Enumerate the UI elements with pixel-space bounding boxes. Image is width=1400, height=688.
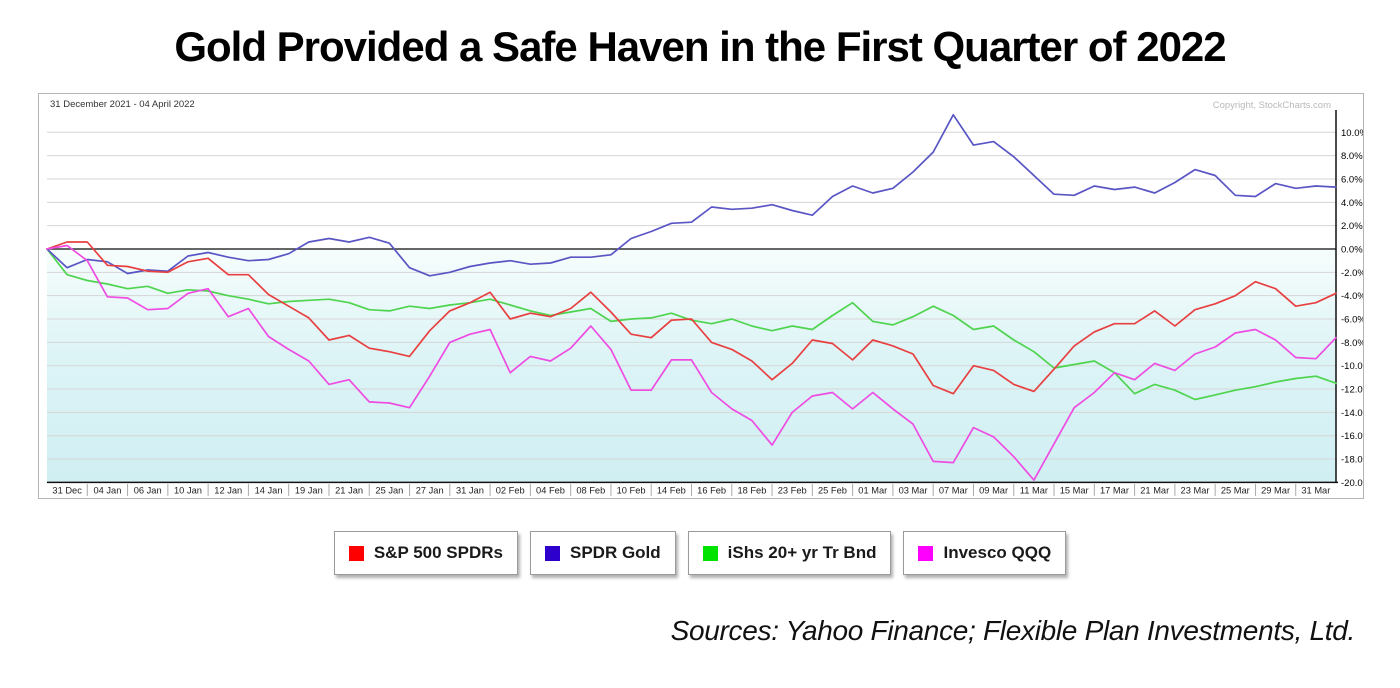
y-tick-label: -12.0% xyxy=(1341,385,1363,396)
x-tick-label: 10 Feb xyxy=(617,485,646,495)
x-tick-label: 25 Mar xyxy=(1221,485,1250,495)
page-title: Gold Provided a Safe Haven in the First … xyxy=(174,23,1226,70)
legend-label: S&P 500 SPDRs xyxy=(373,543,503,562)
x-tick-label: 04 Feb xyxy=(536,485,565,495)
x-tick-label: 07 Mar xyxy=(939,485,968,495)
x-tick-label: 02 Feb xyxy=(496,485,525,495)
legend-label: Invesco QQQ xyxy=(943,543,1052,562)
x-tick-label: 18 Feb xyxy=(737,485,766,495)
x-tick-label: 14 Jan xyxy=(255,485,283,495)
chart-date-range: 31 December 2021 - 04 April 2022 xyxy=(50,99,195,110)
x-tick-label: 15 Mar xyxy=(1060,485,1089,495)
x-tick-label: 08 Feb xyxy=(576,485,605,495)
y-tick-label: 6.0% xyxy=(1341,174,1363,185)
legend-label: SPDR Gold xyxy=(569,543,661,562)
legend-swatch xyxy=(348,545,364,561)
source-note: Sources: Yahoo Finance; Flexible Plan In… xyxy=(670,615,1356,646)
x-tick-label: 09 Mar xyxy=(979,485,1008,495)
y-tick-label: -8.0% xyxy=(1341,338,1363,349)
x-tick-label: 23 Feb xyxy=(778,485,807,495)
x-tick-label: 10 Jan xyxy=(174,485,202,495)
stock-chart: 10.0% 8.0% 6.0% 4.0% 2.0% 0.0% -2.0% -4.0% -6.0%… xyxy=(38,93,1364,499)
y-tick-label: 0.0% xyxy=(1341,245,1363,256)
x-tick-label: 14 Feb xyxy=(657,485,686,495)
series-line-1 xyxy=(46,241,1337,395)
legend-item-2: SPDR Gold xyxy=(529,531,676,575)
y-tick-label: -2.0% xyxy=(1341,268,1363,279)
series-line-4 xyxy=(46,244,1337,481)
series-line-2 xyxy=(46,113,1337,277)
x-tick-label: 31 Dec xyxy=(52,485,82,495)
x-tick-label: 19 Jan xyxy=(295,485,323,495)
y-tick-label: -14.0% xyxy=(1341,408,1363,419)
x-tick-label: 25 Feb xyxy=(818,485,847,495)
x-tick-label: 06 Jan xyxy=(134,485,162,495)
x-tick-label: 21 Jan xyxy=(335,485,363,495)
x-tick-label: 04 Jan xyxy=(93,485,121,495)
y-tick-label: 2.0% xyxy=(1341,221,1363,232)
x-tick-label: 12 Jan xyxy=(214,485,242,495)
legend-swatch xyxy=(544,545,560,561)
x-tick-label: 03 Mar xyxy=(899,485,928,495)
y-tick-label: 4.0% xyxy=(1341,198,1363,209)
x-tick-label: 25 Jan xyxy=(375,485,403,495)
y-tick-label: -6.0% xyxy=(1341,315,1363,326)
x-tick-label: 16 Feb xyxy=(697,485,726,495)
x-tick-label: 17 Mar xyxy=(1100,485,1129,495)
x-tick-label: 31 Mar xyxy=(1301,485,1330,495)
y-tick-label: -18.0% xyxy=(1341,455,1363,466)
x-tick-label: 27 Jan xyxy=(416,485,444,495)
chart-legend: S&P 500 SPDRs SPDR Gold iShs 20+ yr Tr Bnd… xyxy=(0,531,1400,575)
x-tick-label: 11 Mar xyxy=(1020,485,1048,495)
x-tick-label: 23 Mar xyxy=(1181,485,1210,495)
legend-item-4: Invesco QQQ xyxy=(903,531,1067,575)
legend-swatch xyxy=(918,545,934,561)
y-tick-label: -4.0% xyxy=(1341,291,1363,302)
legend-item-1: S&P 500 SPDRs xyxy=(333,531,518,575)
x-tick-label: 21 Mar xyxy=(1140,485,1169,495)
chart-canvas: 10.0% 8.0% 6.0% 4.0% 2.0% 0.0% -2.0% -4.0% -6.0%… xyxy=(46,110,1363,496)
chart-copyright: Copyright, StockCharts.com xyxy=(1212,100,1331,111)
y-tick-label: -16.0% xyxy=(1341,431,1363,442)
y-tick-label: 10.0% xyxy=(1341,128,1363,139)
x-tick-label: 31 Jan xyxy=(456,485,484,495)
x-tick-label: 01 Mar xyxy=(858,485,887,495)
x-tick-label: 29 Mar xyxy=(1261,485,1290,495)
legend-item-3: iShs 20+ yr Tr Bnd xyxy=(687,531,892,575)
y-tick-label: -10.0% xyxy=(1341,361,1363,372)
legend-swatch xyxy=(702,545,718,561)
y-tick-label: -20.0% xyxy=(1341,478,1363,489)
legend-label: iShs 20+ yr Tr Bnd xyxy=(727,543,877,562)
y-tick-label: 8.0% xyxy=(1341,151,1363,162)
